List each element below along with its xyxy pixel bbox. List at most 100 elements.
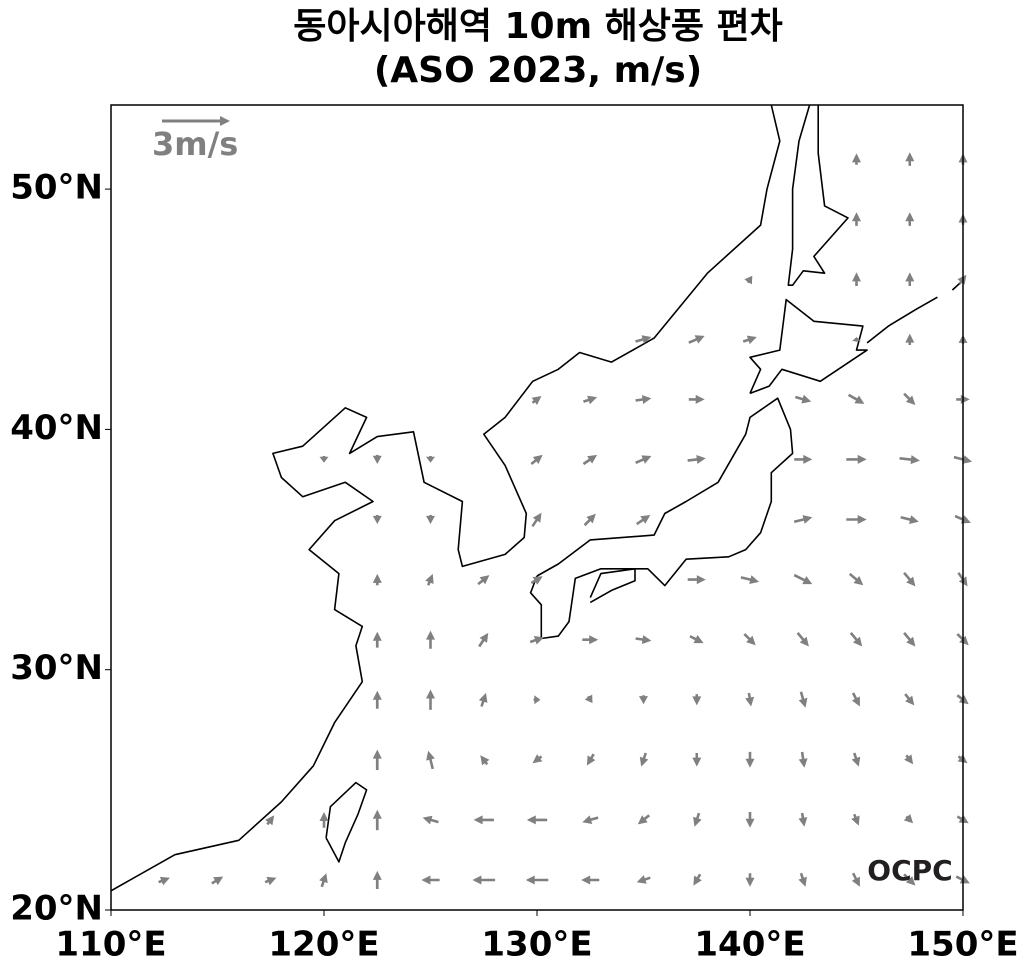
wind-arrow	[688, 394, 705, 404]
wind-vectors	[158, 152, 973, 889]
wind-arrow	[583, 513, 596, 527]
wind-arrow	[798, 812, 808, 827]
wind-arrow	[688, 335, 705, 344]
wind-arrow	[372, 631, 382, 648]
wind-arrow	[426, 630, 435, 649]
wind-arrow	[586, 753, 596, 766]
wind-arrow	[798, 872, 807, 887]
wind-arrow	[957, 274, 967, 285]
wind-arrow	[745, 873, 755, 887]
wind-arrow	[319, 812, 329, 828]
wind-arrow	[636, 515, 651, 526]
wind-arrow	[903, 632, 916, 647]
wind-arrow	[372, 690, 382, 709]
wind-arrow	[798, 691, 808, 708]
wind-arrow	[211, 876, 224, 886]
wind-arrow	[905, 272, 915, 286]
wind-arrow	[426, 456, 435, 463]
wind-arrow	[584, 694, 593, 704]
wind-arrow	[796, 632, 809, 647]
y-tick-label: 50°N	[10, 168, 103, 208]
map-title: 동아시아해역 10m 해상풍 편차	[293, 6, 783, 47]
wind-arrow	[903, 392, 916, 405]
wind-arrow	[851, 752, 861, 767]
wind-arrow	[846, 454, 867, 464]
y-tick-label: 30°N	[10, 648, 103, 688]
wind-arrow	[264, 876, 277, 886]
coastlines	[110, 104, 964, 892]
wind-arrow	[693, 812, 702, 827]
x-tick-label: 120°E	[268, 925, 379, 965]
wind-arrow	[635, 395, 652, 404]
wind-arrow	[745, 812, 755, 828]
wind-arrow	[319, 456, 329, 463]
wind-arrow	[635, 335, 652, 344]
wind-arrow	[798, 751, 808, 768]
wind-arrow	[372, 454, 382, 464]
wind-arrow	[472, 875, 496, 885]
wind-arrow	[847, 393, 865, 404]
wind-arrow	[372, 809, 382, 831]
wind-arrow	[743, 633, 756, 646]
x-tick-label: 110°E	[55, 925, 166, 965]
wind-arrow	[851, 692, 860, 707]
coastline	[110, 104, 781, 892]
wind-arrow	[693, 873, 702, 886]
wind-arrow	[582, 635, 599, 645]
wind-arrow	[477, 575, 490, 586]
wind-arrow	[904, 754, 914, 765]
x-tick-label: 150°E	[907, 925, 1018, 965]
wind-arrow	[793, 573, 813, 585]
wind-arrow	[372, 515, 382, 524]
wind-arrow	[905, 212, 915, 226]
wind-arrow	[583, 395, 598, 405]
wind-arrow	[687, 575, 706, 585]
reference-arrow-label: 3m/s	[152, 125, 238, 163]
y-tick-label: 40°N	[10, 408, 103, 448]
wind-arrow	[899, 455, 920, 465]
wind-arrow	[426, 750, 435, 770]
wind-arrow	[851, 872, 860, 887]
wind-arrow	[480, 755, 490, 766]
wind-arrow	[422, 815, 439, 825]
wind-arrow	[533, 695, 541, 705]
coastline	[529, 397, 794, 640]
wind-arrow	[581, 875, 600, 885]
wind-arrow	[639, 752, 649, 767]
wind-arrow	[319, 873, 328, 888]
wind-arrow	[531, 396, 542, 405]
map-frame	[110, 104, 964, 911]
coastline	[866, 296, 938, 344]
wind-arrow	[372, 870, 382, 889]
wind-arrow	[582, 454, 598, 466]
wind-arrow	[848, 572, 864, 586]
wind-arrow	[478, 692, 488, 707]
wind-arrow	[426, 515, 435, 524]
reference-arrow-head	[220, 116, 230, 126]
wind-arrow	[525, 875, 549, 885]
wind-arrow	[793, 515, 813, 524]
wind-arrow	[372, 749, 382, 770]
wind-arrow	[425, 573, 434, 586]
x-tick-label: 140°E	[694, 925, 805, 965]
wind-arrow	[636, 875, 651, 884]
wind-arrow	[265, 815, 275, 826]
wind-arrow	[905, 152, 915, 166]
wind-arrow	[530, 454, 543, 465]
wind-arrow	[639, 695, 648, 705]
wind-arrow	[742, 335, 757, 345]
wind-arrow	[473, 815, 494, 825]
wind-arrow	[421, 875, 440, 885]
map-subtitle: (ASO 2023, m/s)	[374, 50, 702, 91]
wind-arrow	[478, 632, 489, 648]
wind-arrow	[530, 576, 543, 585]
wind-arrow	[852, 272, 861, 286]
wind-arrow	[795, 394, 812, 404]
wind-arrow	[852, 153, 861, 165]
wind-arrow	[526, 815, 548, 825]
wind-arrow	[637, 814, 650, 825]
wind-arrow	[903, 814, 914, 824]
wind-arrow	[532, 754, 543, 764]
wind-arrow	[852, 337, 861, 342]
